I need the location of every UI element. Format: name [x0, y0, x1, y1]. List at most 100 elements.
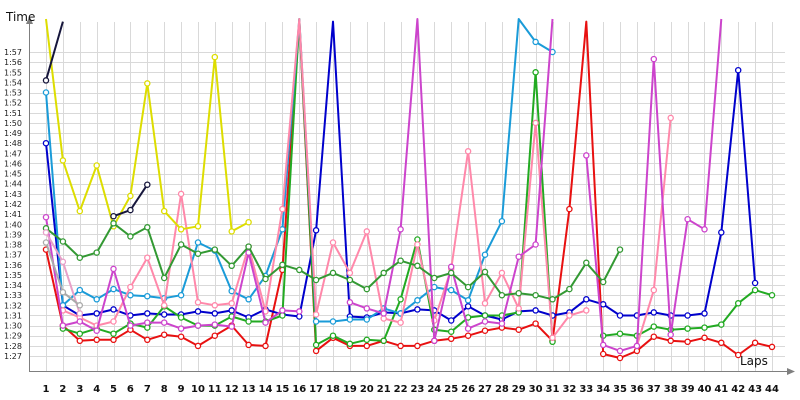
data-point	[76, 207, 84, 215]
data-point	[329, 332, 337, 339]
data-point	[751, 279, 759, 287]
x-axis-title: Laps	[740, 354, 768, 368]
x-tick-label: 30	[529, 384, 543, 395]
data-point	[447, 263, 455, 271]
y-tick-label: 1:27	[4, 352, 22, 361]
data-point	[650, 323, 658, 330]
data-point	[160, 311, 168, 318]
data-point	[414, 241, 421, 248]
data-point	[397, 296, 404, 303]
data-point	[211, 332, 219, 339]
data-point	[127, 322, 134, 329]
data-point	[684, 215, 691, 223]
data-point	[59, 288, 67, 296]
data-point	[144, 336, 151, 344]
data-point	[211, 246, 219, 253]
data-point	[160, 207, 168, 215]
data-point	[312, 227, 320, 234]
data-point	[498, 320, 506, 327]
data-point	[110, 306, 117, 313]
data-point	[127, 206, 134, 214]
data-point	[397, 226, 404, 233]
data-point	[667, 114, 674, 122]
data-point	[245, 243, 252, 250]
data-point	[481, 268, 489, 276]
data-point	[144, 254, 151, 261]
data-point	[279, 226, 286, 233]
x-tick-label: 35	[613, 384, 627, 395]
data-point	[380, 269, 387, 277]
data-point	[177, 291, 185, 299]
data-point	[481, 327, 489, 334]
data-point	[93, 336, 100, 344]
y-tick-label: 1:46	[4, 160, 22, 169]
x-tick-label: 25	[444, 384, 458, 395]
data-point	[431, 274, 438, 282]
data-point	[599, 301, 607, 308]
data-point	[127, 233, 134, 240]
gridlines	[29, 22, 785, 371]
y-tick-label: 1:47	[4, 149, 22, 158]
data-point	[93, 310, 100, 317]
data-point	[177, 226, 185, 233]
data-point	[616, 246, 624, 253]
data-point	[194, 239, 202, 246]
data-point	[701, 310, 708, 317]
y-tick-label: 1:40	[4, 220, 22, 229]
data-point	[701, 226, 708, 233]
data-point	[76, 302, 84, 309]
data-point	[464, 303, 472, 310]
data-point	[464, 283, 472, 291]
data-point	[177, 314, 185, 321]
series-segment	[45, 217, 300, 332]
data-point	[447, 317, 455, 324]
x-tick-label: 12	[225, 384, 239, 395]
x-tick-label: 24	[427, 384, 441, 395]
data-point	[701, 334, 708, 342]
tick-labels: 1:271:281:291:301:31 1:321:331:341:351:36…	[4, 48, 779, 395]
data-point	[312, 341, 320, 349]
axes	[26, 16, 795, 375]
data-point	[194, 308, 202, 315]
data-point	[110, 265, 117, 273]
data-point	[583, 296, 590, 303]
data-point	[684, 312, 691, 319]
data-point	[751, 286, 759, 294]
x-tick-label: 20	[360, 384, 374, 395]
y-tick-label: 1:41	[4, 210, 22, 219]
data-point	[245, 296, 252, 303]
data-point	[397, 342, 404, 350]
data-point	[734, 351, 742, 359]
data-point	[599, 341, 607, 349]
x-axis-arrow	[787, 368, 795, 375]
data-point	[363, 228, 371, 235]
x-tick-label: 16	[292, 384, 306, 395]
data-point	[734, 300, 742, 307]
data-point	[718, 229, 725, 236]
data-point	[346, 269, 354, 277]
data-point	[245, 341, 252, 349]
series-segment	[45, 21, 64, 81]
data-point	[228, 228, 235, 235]
x-tick-label: 19	[343, 384, 357, 395]
data-point	[312, 318, 320, 325]
data-point	[616, 354, 624, 362]
x-tick-label: 38	[664, 384, 678, 395]
data-point	[296, 308, 303, 315]
data-point	[549, 296, 556, 303]
data-point	[42, 239, 50, 246]
data-point	[532, 291, 539, 299]
data-point	[414, 262, 421, 270]
y-tick-label: 1:44	[4, 180, 22, 189]
data-point	[599, 278, 607, 286]
data-point	[616, 347, 624, 355]
data-point	[515, 305, 522, 312]
data-point	[228, 300, 235, 307]
data-point	[464, 297, 472, 304]
y-tick-label: 1:33	[4, 291, 22, 300]
x-tick-label: 22	[394, 384, 408, 395]
data-point	[684, 325, 691, 332]
series-group	[42, 18, 776, 362]
x-tick-label: 34	[596, 384, 610, 395]
data-point	[447, 328, 455, 335]
